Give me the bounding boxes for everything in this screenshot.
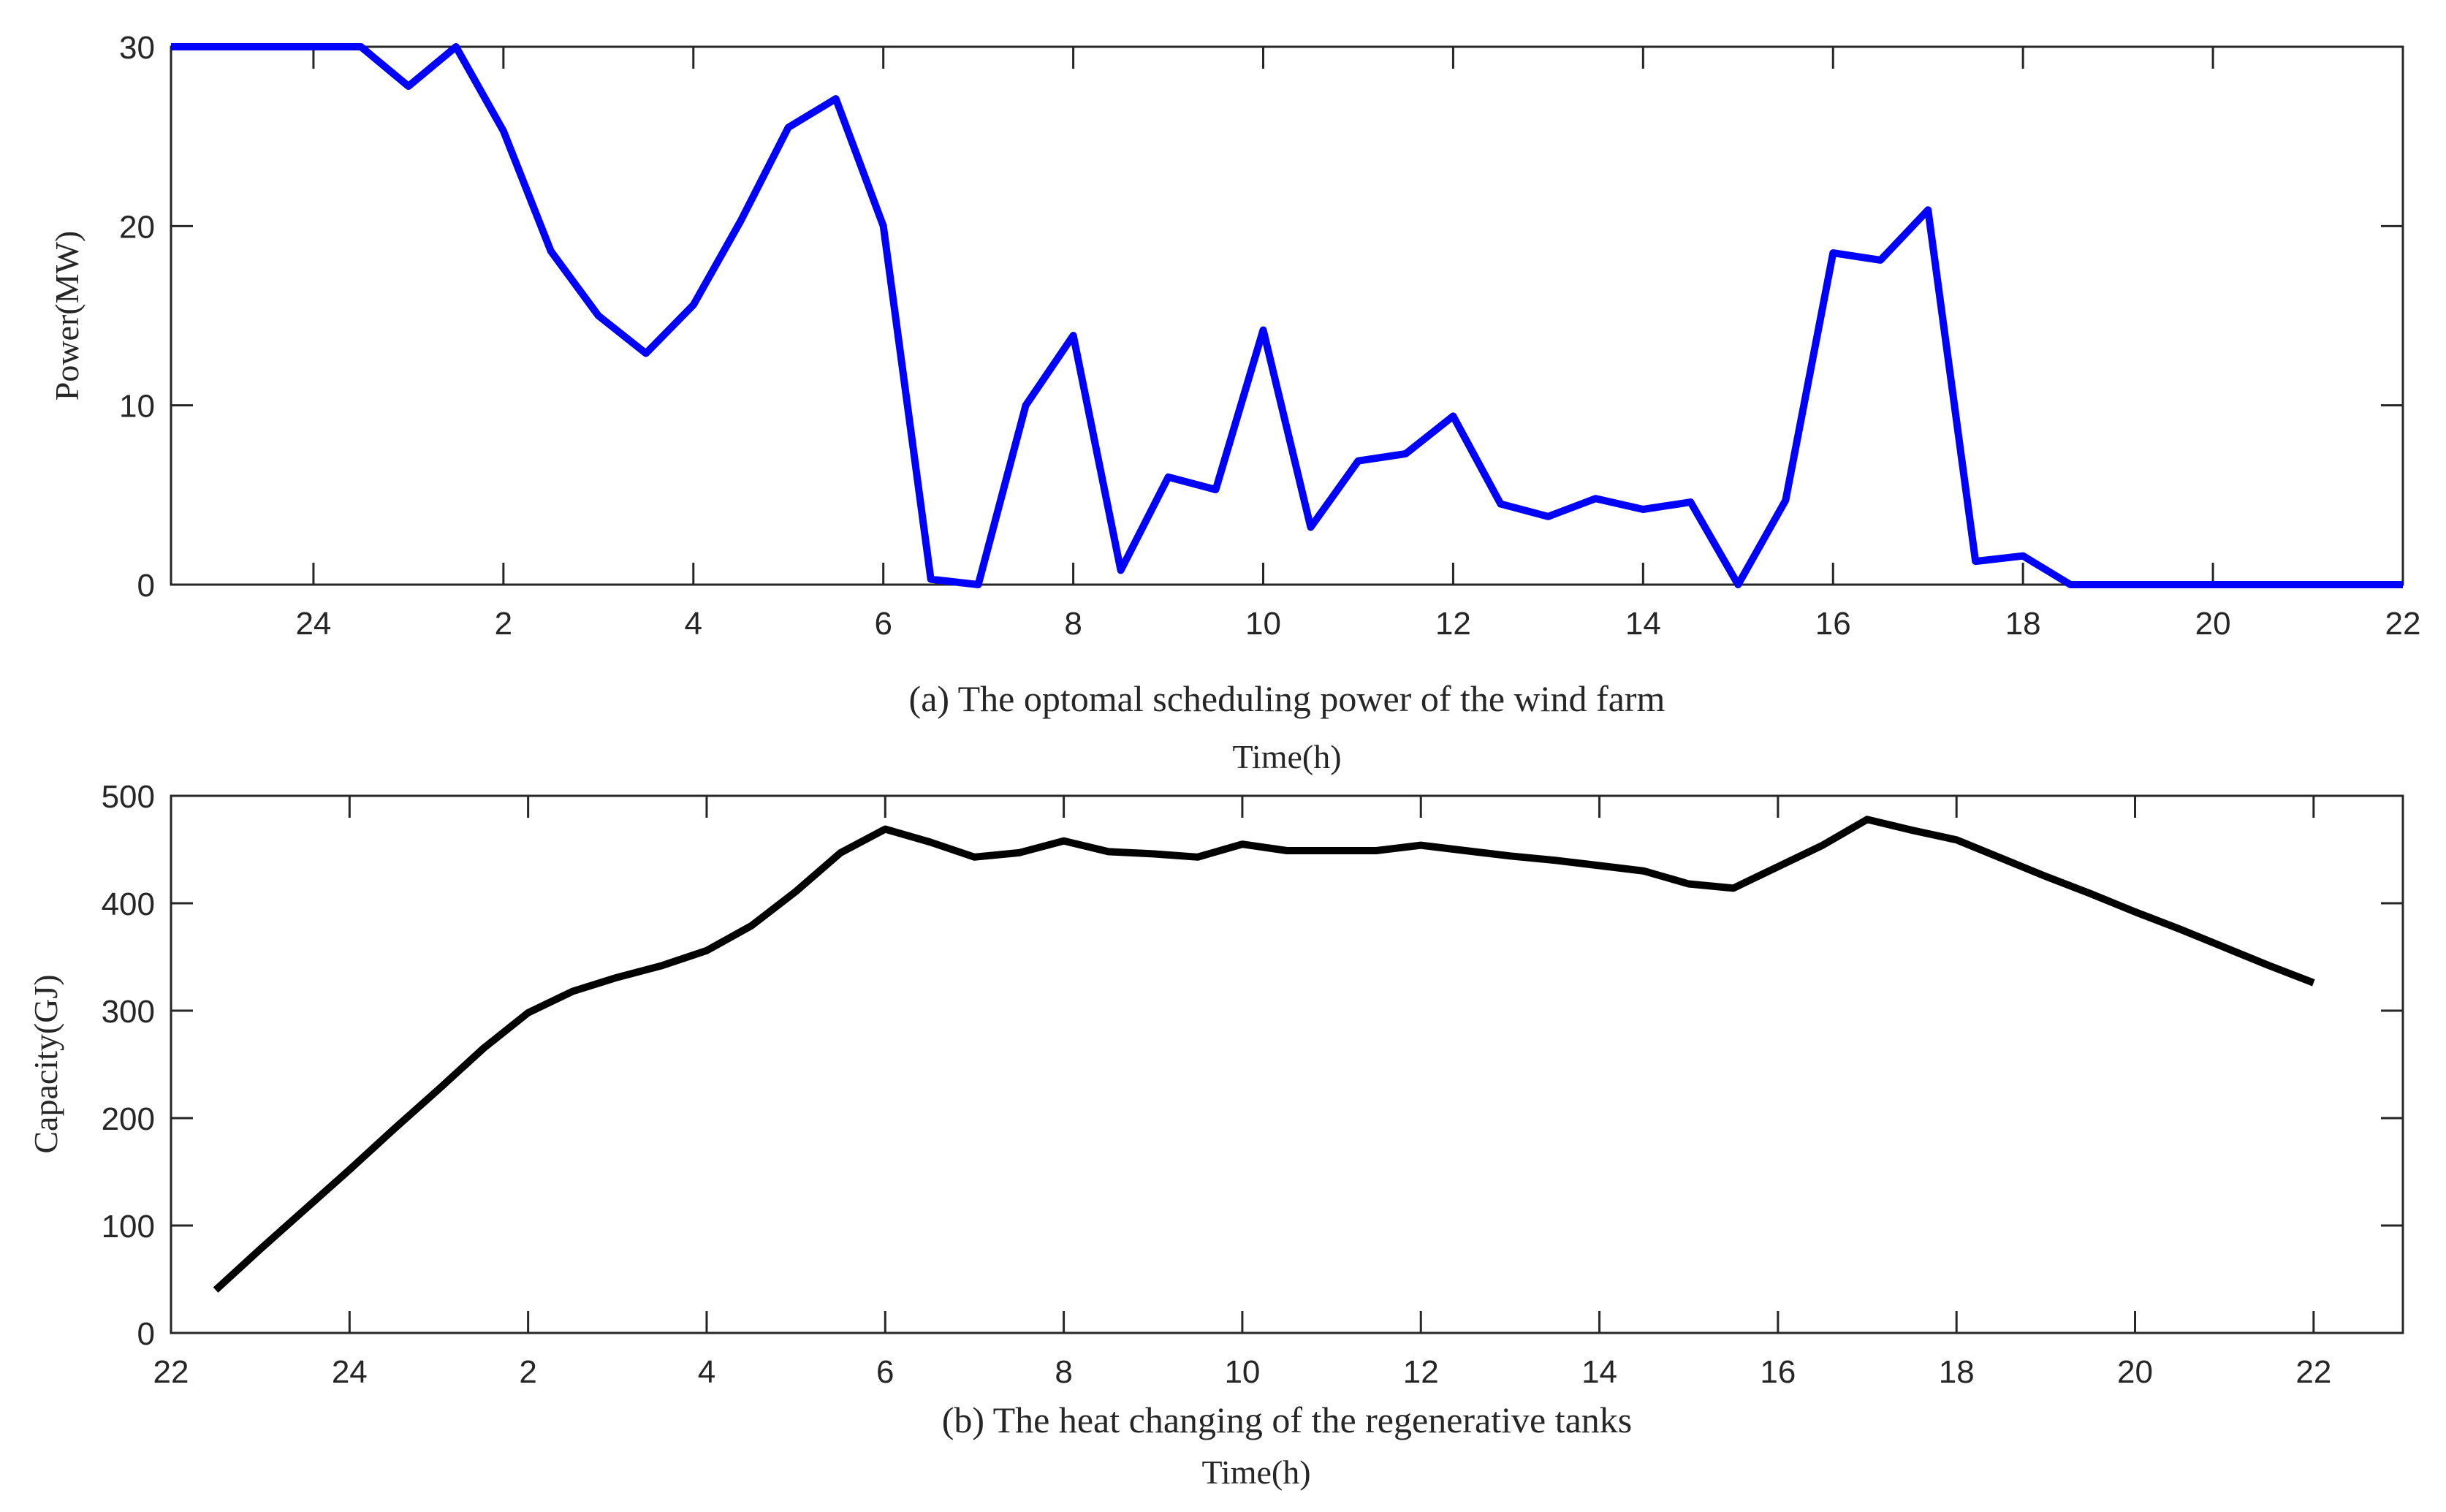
y-tick-label: 0 xyxy=(137,568,155,604)
x-tick-label: 6 xyxy=(876,1354,894,1390)
x-tick-label: 12 xyxy=(1435,606,1471,642)
panel-b-x-ticks: 22 24 2 4 6 8 10 12 14 16 18 20 22 xyxy=(153,796,2331,1390)
x-tick-label: 12 xyxy=(1403,1354,1439,1390)
y-tick-label: 500 xyxy=(102,779,155,815)
x-tick-label: 4 xyxy=(685,606,702,642)
panel-a-y-axis-label: Power(MW) xyxy=(48,231,86,401)
x-tick-label: 22 xyxy=(2295,1354,2331,1390)
y-tick-label: 20 xyxy=(119,209,155,245)
x-tick-label: 6 xyxy=(874,606,892,642)
y-tick-label: 300 xyxy=(102,994,155,1030)
panel-a-y-ticks: 0 10 20 30 xyxy=(119,30,2403,604)
x-tick-label: 16 xyxy=(1760,1354,1796,1390)
x-tick-label: 2 xyxy=(495,606,512,642)
x-tick-label: 22 xyxy=(153,1354,189,1390)
panel-a-x-ticks: 24 2 4 6 8 10 12 14 16 18 20 22 xyxy=(295,47,2420,642)
panel-a-axes-box xyxy=(170,45,2404,586)
x-tick-label: 16 xyxy=(1815,606,1851,642)
x-tick-label: 24 xyxy=(332,1354,368,1390)
x-tick-label: 8 xyxy=(1064,606,1082,642)
wind-power-series-line xyxy=(171,43,2403,588)
y-tick-label: 100 xyxy=(102,1209,155,1245)
x-tick-label: 18 xyxy=(2005,606,2041,642)
panel-b-x-axis-label: Time(h) xyxy=(1201,1454,1310,1491)
x-tick-label: 8 xyxy=(1055,1354,1072,1390)
x-tick-label: 14 xyxy=(1625,606,1661,642)
x-tick-label: 4 xyxy=(698,1354,715,1390)
panel-b-caption: (b) The heat changing of the regenerativ… xyxy=(942,1399,1633,1440)
y-tick-label: 200 xyxy=(102,1101,155,1137)
y-tick-label: 400 xyxy=(102,886,155,922)
panel-a-x-axis-label: Time(h) xyxy=(1232,738,1341,775)
heat-capacity-series-line xyxy=(213,816,2315,1293)
x-tick-label: 20 xyxy=(2117,1354,2153,1390)
x-tick-label: 18 xyxy=(1939,1354,1975,1390)
x-tick-label: 14 xyxy=(1581,1354,1617,1390)
panel-a-caption: (a) The optomal scheduling power of the … xyxy=(909,678,1666,719)
x-tick-label: 22 xyxy=(2385,606,2421,642)
x-tick-label: 2 xyxy=(519,1354,536,1390)
x-tick-label: 10 xyxy=(1245,606,1281,642)
y-tick-label: 10 xyxy=(119,389,155,425)
panel-b-y-ticks: 0 100 200 300 400 500 xyxy=(102,779,2403,1352)
x-tick-label: 24 xyxy=(295,606,331,642)
panel-b-axes-box xyxy=(170,794,2404,1334)
x-tick-label: 20 xyxy=(2195,606,2231,642)
x-tick-label: 10 xyxy=(1224,1354,1260,1390)
panel-b-y-axis-label: Capacity(GJ) xyxy=(27,974,64,1153)
panel-b-heat-capacity-chart: 22 24 2 4 6 8 10 12 14 16 18 20 22 0100200300400500 … xyxy=(27,779,2404,1491)
y-tick-label: 30 xyxy=(119,30,155,66)
y-tick-label: 0 xyxy=(137,1316,155,1352)
